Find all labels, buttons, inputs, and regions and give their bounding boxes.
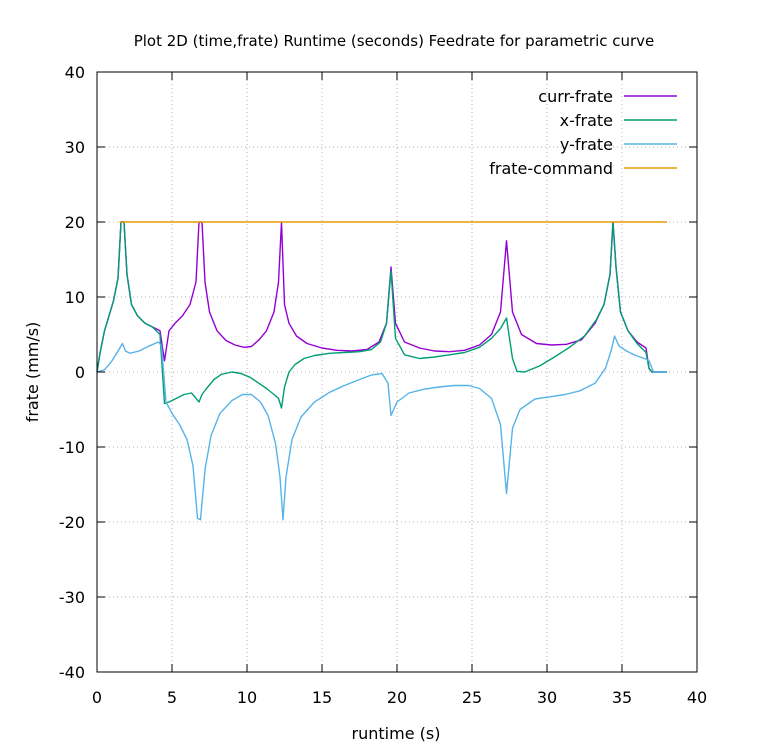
legend-label-x-frate: x-frate [560, 111, 613, 130]
y-tick-label: -40 [59, 663, 85, 682]
x-tick-label: 25 [462, 688, 482, 707]
x-tick-label: 10 [237, 688, 257, 707]
series-layer [96, 221, 667, 521]
x-tick-label: 40 [687, 688, 707, 707]
x-tick-label: 20 [387, 688, 407, 707]
y-tick-label: 30 [65, 138, 85, 157]
y-tick-label: -20 [59, 513, 85, 532]
legend-label-y-frate: y-frate [560, 135, 613, 154]
x-tick-label: 0 [92, 688, 102, 707]
x-axis-label: runtime (s) [352, 724, 441, 743]
legend-label-curr-frate: curr-frate [538, 87, 613, 106]
x-tick-label: 30 [537, 688, 557, 707]
tick-layer: 0 5 10 15 20 25 30 35 40 -40 -30 -20 -10 0 10 20 30 40 [59, 63, 707, 707]
series-line-y-frate [96, 335, 667, 521]
legend: curr-frate x-frate y-frate frate-command [489, 87, 677, 178]
legend-label-frate-command: frate-command [489, 159, 613, 178]
x-tick-label: 15 [312, 688, 332, 707]
y-tick-label: 0 [75, 363, 85, 382]
y-axis-label: frate (mm/s) [23, 322, 42, 423]
x-tick-label: 35 [612, 688, 632, 707]
y-tick-label: -30 [59, 588, 85, 607]
y-tick-label: 40 [65, 63, 85, 82]
y-tick-label: 20 [65, 213, 85, 232]
series-line-x-frate [96, 221, 667, 409]
x-tick-label: 5 [167, 688, 177, 707]
chart-title: Plot 2D (time,frate) Runtime (seconds) F… [134, 32, 655, 50]
y-tick-label: -10 [59, 438, 85, 457]
y-tick-label: 10 [65, 288, 85, 307]
